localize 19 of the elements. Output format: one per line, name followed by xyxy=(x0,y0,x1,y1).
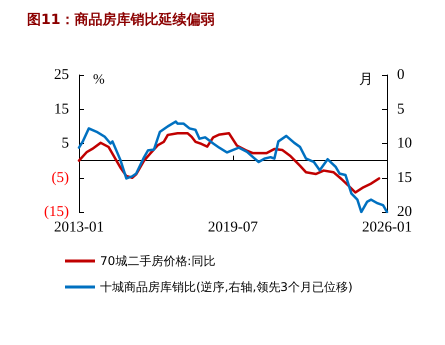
y2-tick-label: 10 xyxy=(397,136,412,152)
chart-title: 图11：商品房库销比延续偏弱 xyxy=(27,11,214,28)
y2-axis-title: 月 xyxy=(359,72,373,88)
y-axis-title: % xyxy=(93,72,105,88)
y2-tick-label: 0 xyxy=(397,67,404,83)
legend-label: 十城商品房库销比(逆序,右轴,领先3个月已位移) xyxy=(100,280,353,294)
y2-tick-label: 15 xyxy=(397,170,412,186)
y-tick-label: 15 xyxy=(54,101,69,118)
y2-tick-label: 20 xyxy=(397,204,412,220)
x-tick-label: 2013-01 xyxy=(54,220,104,236)
y2-tick-label: 5 xyxy=(397,101,404,118)
x-tick-label: 2019-07 xyxy=(208,220,258,236)
y-tick-label: (15) xyxy=(44,204,69,220)
x-tick-label: 2026-01 xyxy=(362,220,412,236)
y-tick-label: (5) xyxy=(52,170,69,186)
legend-label: 70城二手房价格:同比 xyxy=(100,254,216,268)
y-tick-label: 25 xyxy=(54,67,69,83)
line-series xyxy=(78,120,388,214)
y-tick-label: 5 xyxy=(62,136,69,152)
